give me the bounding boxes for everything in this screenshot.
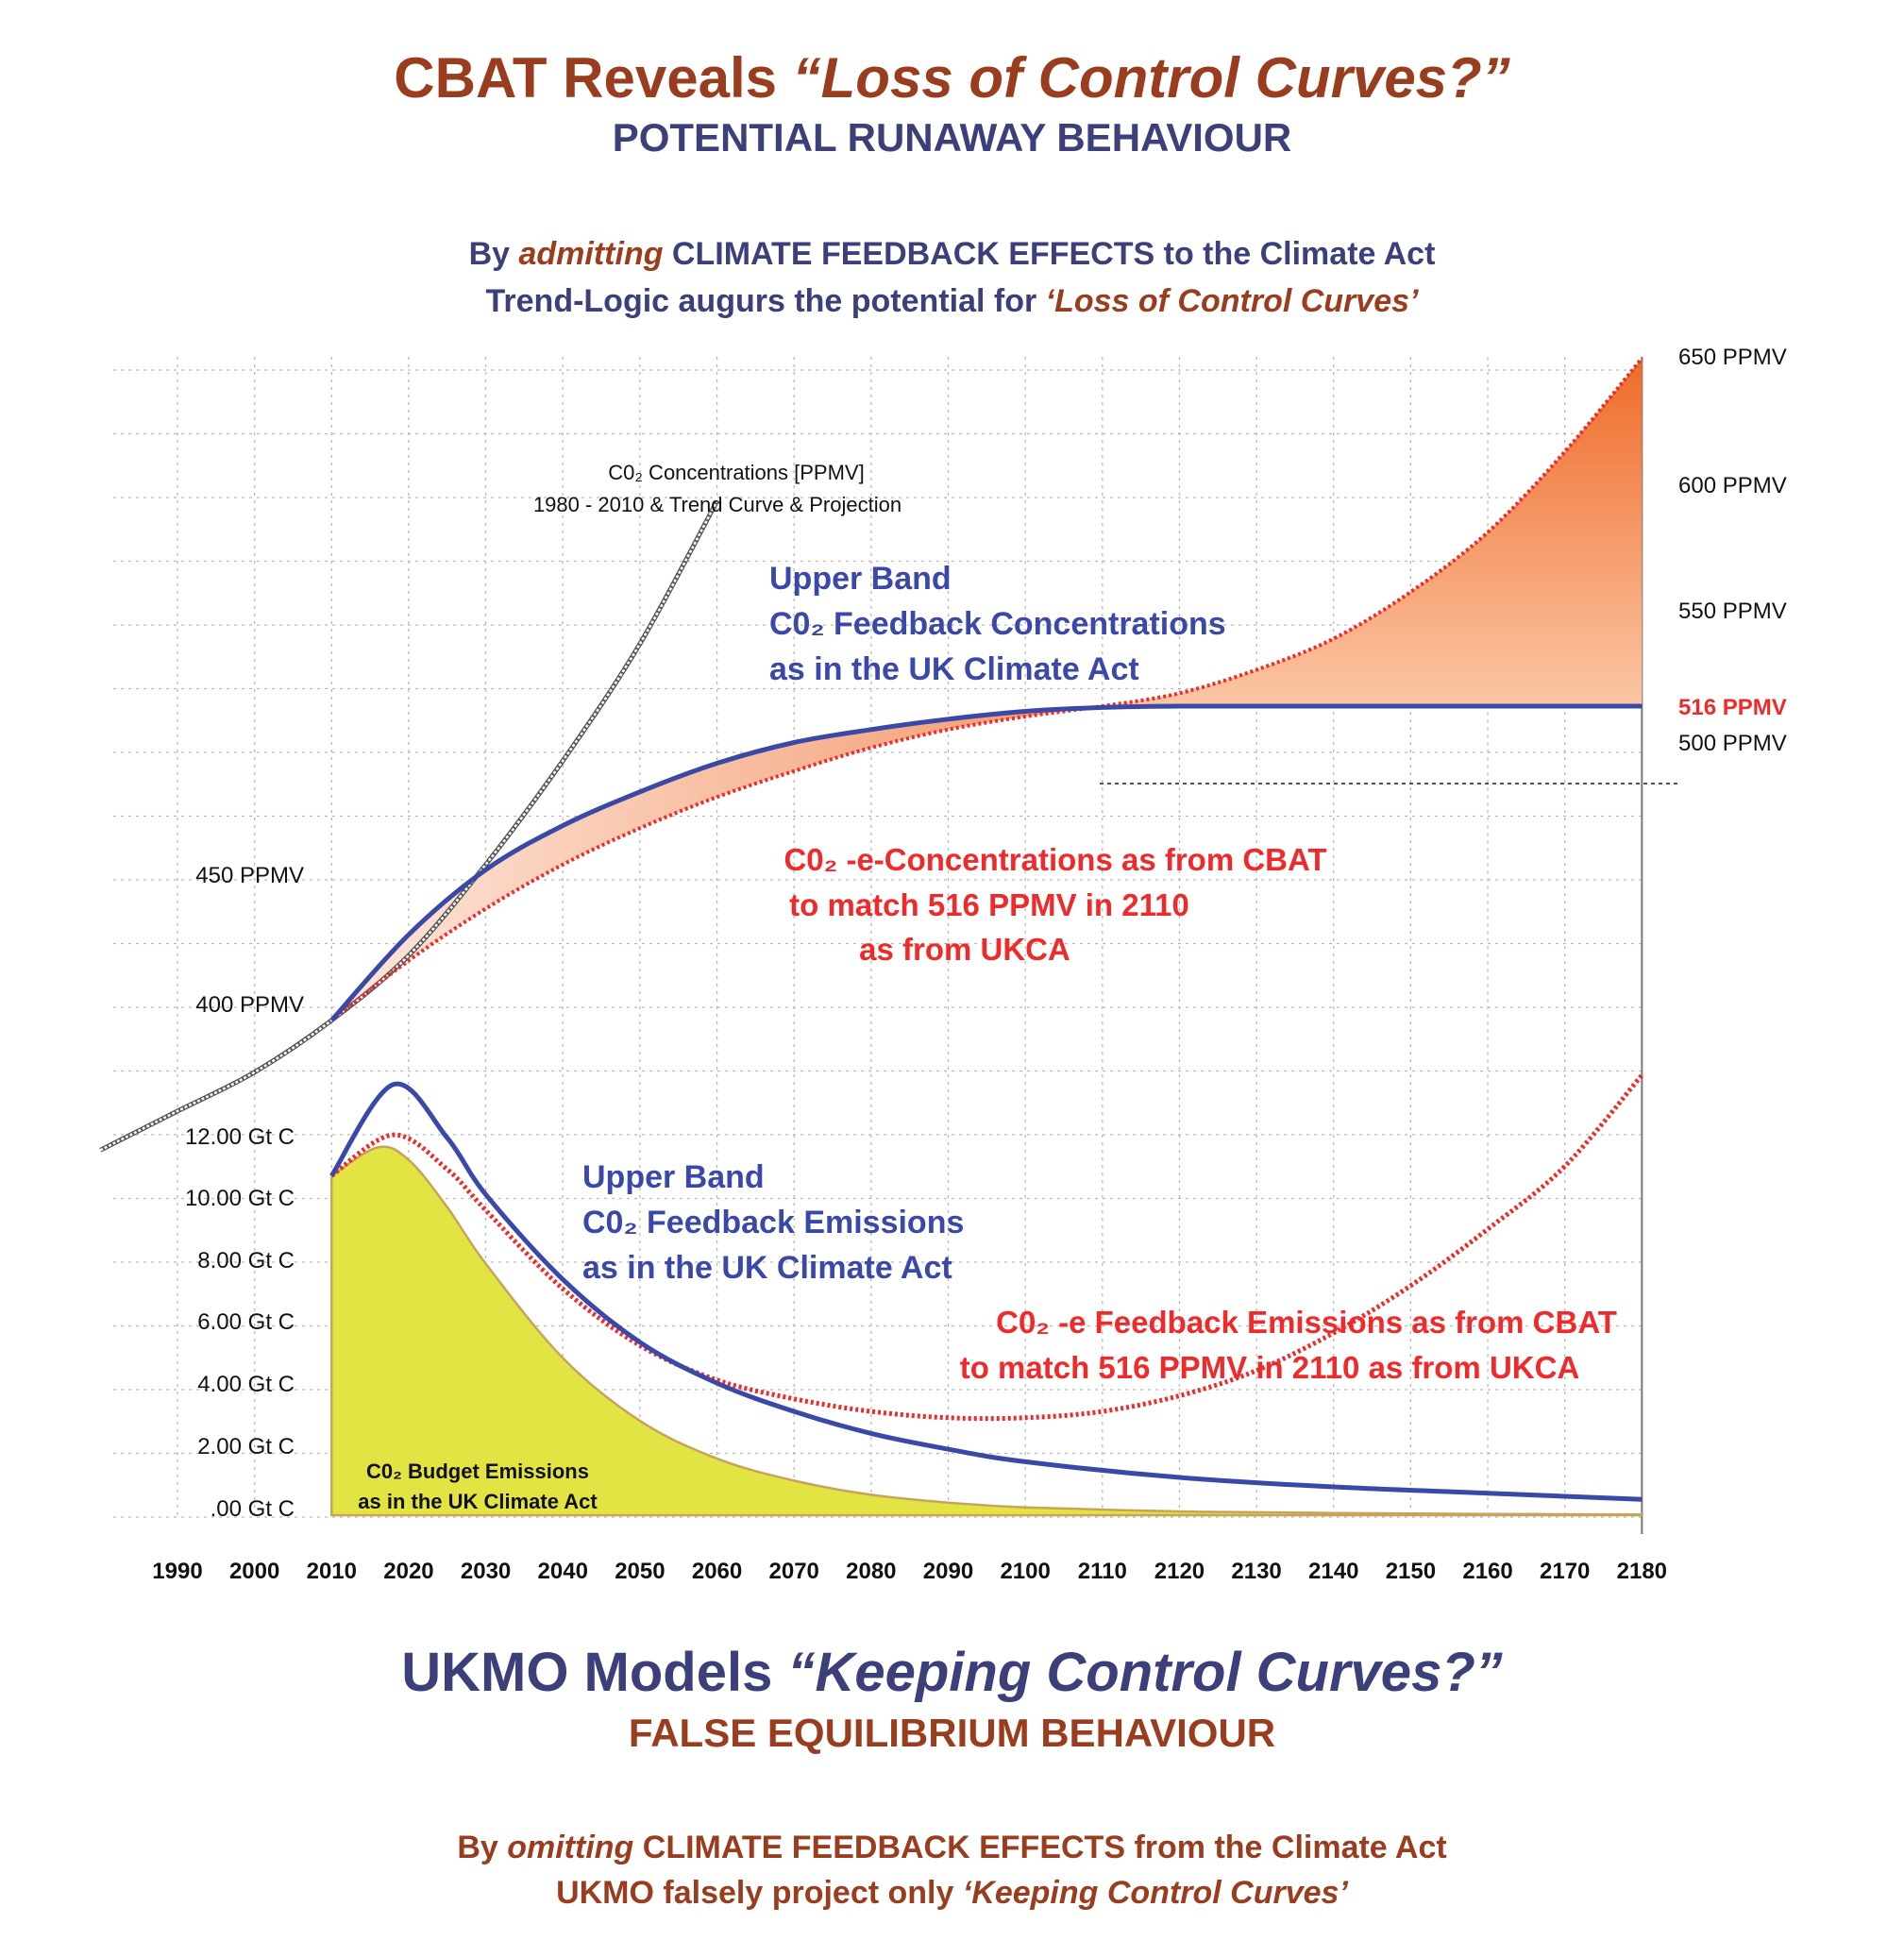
intro-emphasis: ‘Loss of Control Curves’ xyxy=(1045,283,1419,319)
emission-tick-label: 8.00 Gt C xyxy=(197,1248,295,1274)
emission-tick-label: 6.00 Gt C xyxy=(197,1309,295,1335)
budget-emissions-area xyxy=(330,1145,1643,1517)
ppmv-516-label: 516 PPMV xyxy=(1678,695,1787,720)
budget-label: C0₂ Budget Emissions xyxy=(366,1459,589,1483)
footer-line-1: By omitting CLIMATE FEEDBACK EFFECTS fro… xyxy=(0,1830,1904,1866)
x-tick-label: 2070 xyxy=(769,1559,819,1584)
x-tick-label: 2080 xyxy=(846,1559,896,1584)
grid xyxy=(113,357,1678,1534)
footer-title-part: UKMO Models xyxy=(401,1642,788,1703)
co2-history-label: C0₂ Concentrations [PPMV] xyxy=(608,461,864,484)
x-tick-label: 2020 xyxy=(383,1559,433,1584)
x-tick-label: 2140 xyxy=(1308,1559,1358,1584)
x-tick-label: 2170 xyxy=(1540,1559,1590,1584)
x-tick-label: 2180 xyxy=(1617,1559,1667,1584)
x-tick-label: 2130 xyxy=(1231,1559,1281,1584)
footer-text: By xyxy=(457,1830,508,1865)
cbat-concentration-line xyxy=(330,357,1643,1022)
intro-text: Trend-Logic augurs the potential for xyxy=(485,283,1046,319)
footer-line-2: UKMO falsely project only ‘Keeping Contr… xyxy=(0,1875,1904,1912)
footer-emphasis: ‘Keeping Control Curves’ xyxy=(962,1875,1348,1911)
ppmv-tick-label: 650 PPMV xyxy=(1678,345,1787,370)
ppmv-tick-label: 400 PPMV xyxy=(195,992,304,1018)
chart-subtitle: POTENTIAL RUNAWAY BEHAVIOUR xyxy=(612,115,1292,160)
emission-tick-label: 12.00 Gt C xyxy=(185,1124,295,1150)
cbat-emissions-line xyxy=(329,1073,1644,1422)
x-tick-label: 2100 xyxy=(1000,1559,1050,1584)
intro-text: By xyxy=(468,236,519,272)
runaway-area-fill xyxy=(1102,358,1643,706)
co2-history-line-inner xyxy=(99,500,718,1152)
cbat-em-label: C0₂ -e Feedback Emissions as from CBAT xyxy=(996,1305,1617,1340)
x-tick-label: 2040 xyxy=(538,1559,588,1584)
footer-emphasis: omitting xyxy=(507,1830,634,1865)
x-tick-label: 2150 xyxy=(1386,1559,1436,1584)
x-tick-label: 2050 xyxy=(615,1559,665,1584)
x-tick-label: 2060 xyxy=(692,1559,742,1584)
upper-conc-label: Upper Band xyxy=(769,561,952,597)
series-lines xyxy=(99,357,1644,1502)
conc-band-fill xyxy=(331,706,1103,1021)
ppmv-tick-label: 600 PPMV xyxy=(1678,473,1787,498)
intro-emphasis: admitting xyxy=(518,236,664,272)
cbat-conc-label: as from UKCA xyxy=(859,932,1070,967)
x-tick-label: 2090 xyxy=(923,1559,973,1584)
x-tick-label: 2000 xyxy=(229,1559,279,1584)
upper-conc-label: C0₂ Feedback Concentrations xyxy=(769,606,1226,642)
title-part: CBAT Reveals xyxy=(394,46,793,110)
x-tick-label: 2110 xyxy=(1078,1559,1127,1584)
x-tick-label: 2010 xyxy=(307,1559,357,1584)
x-tick-label: 2160 xyxy=(1462,1559,1512,1584)
upper-concentration-line xyxy=(329,703,1643,1022)
intro-line-1: By admitting CLIMATE FEEDBACK EFFECTS to… xyxy=(0,236,1904,273)
emission-tick-label: 2.00 Gt C xyxy=(197,1434,295,1459)
co2-history-label: 1980 - 2010 & Trend Curve & Projection xyxy=(533,493,901,516)
upper-em-label: as in the UK Climate Act xyxy=(582,1250,952,1286)
chart-title: CBAT Reveals “Loss of Control Curves?” xyxy=(0,45,1904,110)
footer-text: UKMO falsely project only xyxy=(556,1875,963,1911)
x-tick-label: 1990 xyxy=(152,1559,202,1584)
footer-text: CLIMATE FEEDBACK EFFECTS from the Climat… xyxy=(633,1830,1447,1865)
ppmv-tick-label: 450 PPMV xyxy=(195,863,304,888)
upper-em-label: C0₂ Feedback Emissions xyxy=(582,1205,964,1240)
axis-ticks: 1990 2000 2010 2020 2030 2040 2050 2060 2070 2080… xyxy=(152,345,1786,1584)
budget-label: as in the UK Climate Act xyxy=(358,1490,598,1513)
fills xyxy=(330,358,1643,1517)
x-tick-label: 2030 xyxy=(461,1559,511,1584)
upper-conc-label: as in the UK Climate Act xyxy=(769,651,1139,687)
emission-tick-label: 10.00 Gt C xyxy=(185,1186,295,1211)
upper-em-label: Upper Band xyxy=(582,1159,765,1195)
ppmv-tick-label: 550 PPMV xyxy=(1678,599,1787,624)
intro-line-2: Trend-Logic augurs the potential for ‘Lo… xyxy=(0,283,1904,320)
ppmv-tick-label: 500 PPMV xyxy=(1678,731,1787,756)
upper-emissions-line xyxy=(329,1081,1643,1502)
footer-subtitle: FALSE EQUILIBRIUM BEHAVIOUR xyxy=(628,1711,1276,1755)
footer-title-italic: “Keeping Control Curves?” xyxy=(787,1642,1503,1703)
footer-title: UKMO Models “Keeping Control Curves?” xyxy=(0,1641,1904,1704)
cbat-conc-label: C0₂ -e-Concentrations as from CBAT xyxy=(784,842,1326,877)
intro-text: CLIMATE FEEDBACK EFFECTS to the Climate … xyxy=(663,236,1436,272)
emission-tick-label: .00 Gt C xyxy=(211,1496,295,1522)
cbat-em-label: to match 516 PPMV in 2110 as from UKCA xyxy=(960,1350,1580,1385)
cbat-conc-label: to match 516 PPMV in 2110 xyxy=(789,887,1189,922)
title-italic-part: “Loss of Control Curves?” xyxy=(792,46,1510,110)
emission-tick-label: 4.00 Gt C xyxy=(197,1372,295,1397)
x-tick-label: 2120 xyxy=(1154,1559,1205,1584)
